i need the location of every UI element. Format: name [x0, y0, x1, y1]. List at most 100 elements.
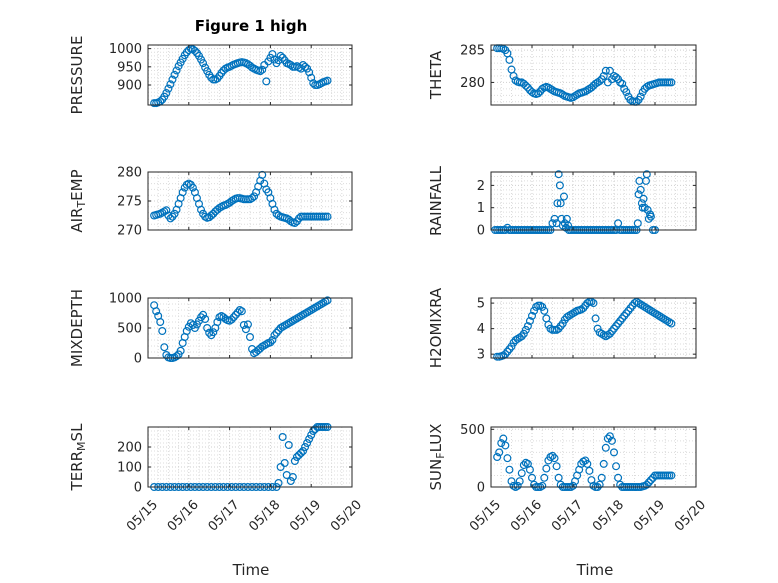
data-point [597, 473, 606, 482]
data-point [639, 194, 648, 203]
grid [491, 427, 696, 488]
subplot-air_temp: 270 275 280 AIRTEMP [68, 166, 353, 239]
data-point [550, 454, 559, 463]
data-point [525, 316, 534, 325]
data-point [188, 183, 197, 192]
y-tick-label: 100 [117, 461, 142, 476]
grid [491, 298, 696, 358]
axes-frame [147, 44, 353, 106]
data-point [540, 473, 549, 482]
data-point [554, 170, 563, 179]
data-point [540, 306, 549, 315]
y-axis-label-part: LUX [427, 424, 445, 453]
data-point [162, 88, 171, 97]
data-point [661, 315, 670, 324]
y-axis-label: H2OMIXRA [427, 287, 445, 368]
data-point [642, 170, 651, 179]
data-point [534, 89, 543, 98]
data-point [250, 192, 259, 201]
data-point [201, 315, 210, 324]
data-point [248, 194, 257, 203]
data-point [612, 462, 621, 471]
y-axis-label-part: SL [68, 423, 86, 442]
data-series [150, 44, 332, 108]
axes-frame [147, 426, 353, 488]
y-axis-label-part: H2OMIXRA [427, 287, 445, 368]
x-axis-label-right: Time [576, 561, 614, 579]
data-point [536, 301, 545, 310]
data-point [197, 313, 206, 322]
y-axis-label: RAINFALL [427, 165, 445, 236]
data-point [568, 93, 577, 102]
data-point [197, 205, 206, 214]
data-point [659, 314, 668, 323]
data-point [548, 219, 557, 228]
y-tick-label: 280 [460, 76, 485, 91]
data-point [323, 212, 332, 221]
data-point [507, 477, 516, 486]
grid [491, 45, 696, 105]
y-axis-label-part: AIR [68, 208, 86, 233]
y-tick-label: 5 [477, 297, 485, 312]
data-point [280, 459, 289, 468]
data-series [493, 44, 676, 106]
data-point [497, 439, 506, 448]
y-axis-label-part: T [75, 201, 88, 209]
data-point [172, 66, 181, 75]
data-point [650, 309, 659, 318]
data-point [553, 199, 562, 208]
data-point [292, 453, 301, 462]
data-point [305, 68, 314, 77]
data-point [299, 447, 308, 456]
data-point [213, 318, 222, 327]
data-point [591, 314, 600, 323]
y-axis-label: PRESSURE [68, 36, 86, 115]
y-axis-label-part: MIXDEPTH [68, 289, 86, 367]
data-point [616, 78, 625, 87]
y-axis-label-part: PRESSURE [68, 36, 86, 115]
data-point [294, 451, 303, 460]
data-point [170, 209, 179, 218]
data-point [270, 331, 279, 340]
data-point [523, 322, 532, 331]
data-point [605, 432, 614, 441]
grid [148, 45, 352, 105]
data-point [568, 309, 577, 318]
y-axis-label-part: RAINFALL [427, 165, 445, 236]
data-point [168, 75, 177, 84]
x-tick-label: 05/19 [287, 497, 324, 534]
data-point [599, 459, 608, 468]
data-point [571, 91, 580, 100]
y-tick-label: 3 [477, 348, 485, 363]
data-point [166, 214, 175, 223]
data-point [278, 433, 287, 442]
y-tick-label: 0 [477, 224, 485, 239]
y-axis-label-part: TERR [68, 451, 86, 492]
data-point [274, 479, 283, 488]
data-point [653, 310, 662, 319]
data-point [323, 76, 332, 85]
y-tick-label: 0 [477, 481, 485, 496]
data-point [503, 347, 512, 356]
data-point [231, 310, 240, 319]
y-tick-label: 2 [477, 179, 485, 194]
data-point [626, 304, 635, 313]
y-tick-label: 1 [477, 201, 485, 216]
data-point [519, 329, 528, 338]
data-point [542, 464, 551, 473]
data-point [297, 449, 306, 458]
data-point [579, 304, 588, 313]
data-point [583, 86, 592, 95]
data-point [156, 318, 165, 327]
data-point [612, 73, 621, 82]
data-point [199, 310, 208, 319]
data-series [150, 296, 332, 363]
data-point [166, 80, 175, 89]
x-tick-label: 05/16 [165, 497, 202, 534]
data-point [642, 480, 651, 489]
x-tick-label: 05/17 [206, 497, 243, 534]
data-point [609, 324, 618, 333]
data-point [657, 313, 666, 322]
y-axis-label: TERRMSL [68, 423, 88, 492]
